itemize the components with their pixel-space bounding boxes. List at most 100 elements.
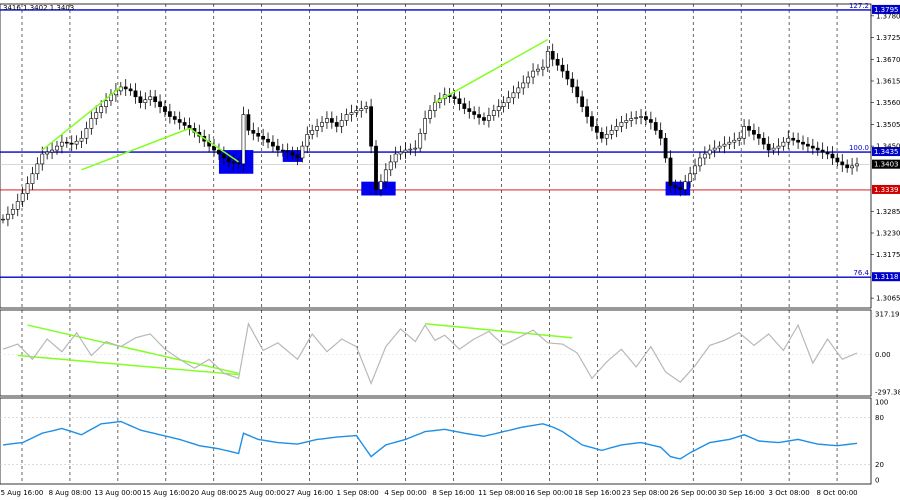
candle-body (334, 122, 339, 127)
level-price-text: 1.3795 (874, 6, 899, 14)
level-ratio-label: 100.0 (849, 144, 869, 152)
candle-body (496, 106, 501, 111)
candle-body (580, 96, 585, 107)
candle-body (663, 137, 668, 159)
candle-body (423, 118, 427, 134)
candle-body (167, 111, 172, 117)
candle-body (678, 187, 683, 190)
candle-body (712, 147, 717, 151)
candle-body (717, 145, 722, 149)
cci-axis-label: -297.386 (875, 389, 900, 397)
candle-body (285, 150, 290, 153)
candle-body (344, 114, 349, 121)
candle-body (398, 151, 403, 155)
candle-body (1, 218, 5, 221)
candle-body (648, 119, 653, 123)
candle-body (452, 96, 457, 100)
candle-body (761, 137, 766, 145)
level-price-text: 1.3339 (874, 186, 899, 194)
price-tick-label: 1.3175 (876, 251, 900, 259)
cci-divergence-line (17, 354, 239, 376)
candle-body (683, 181, 688, 190)
rsi-panel (0, 397, 872, 485)
candle-body (462, 103, 467, 109)
candle-body (79, 137, 84, 142)
candle-body (825, 151, 830, 155)
candle-body (614, 126, 619, 131)
candle-body (624, 120, 629, 123)
time-axis-label: 16 Sep 00:00 (526, 489, 573, 497)
candle-body (668, 157, 673, 186)
candle-body (585, 106, 589, 117)
candle-body (325, 118, 329, 123)
candle-body (69, 142, 74, 145)
candle-body (810, 145, 815, 149)
candle-body (40, 153, 45, 165)
time-axis-label: 11 Sep 08:00 (478, 489, 525, 497)
time-axis-label: 1 Sep 08:00 (336, 489, 378, 497)
candle-body (658, 130, 663, 139)
candle-body (590, 116, 594, 127)
candle-body (619, 122, 624, 127)
rsi-axis-label: 20 (875, 461, 884, 469)
candle-body (536, 68, 540, 72)
candle-body (771, 147, 776, 151)
candle-body (756, 133, 761, 139)
candle-body (182, 122, 187, 126)
candle-body (433, 102, 437, 111)
level-price-tag (872, 184, 900, 194)
candle-body (830, 153, 835, 159)
candle-body (30, 173, 35, 184)
candle-body (226, 157, 231, 163)
time-axis-label: 4 Sep 00:00 (384, 489, 426, 497)
price-levels: 127.2 100.0 76.4 (0, 2, 871, 278)
support-box (361, 181, 396, 196)
candle-body (25, 183, 30, 194)
candle-body (850, 165, 854, 169)
candle-body (354, 110, 359, 113)
candle-body (634, 117, 639, 119)
candle-body (329, 118, 334, 123)
candle-body (540, 66, 545, 70)
candle-body (369, 106, 374, 147)
time-axis-label: 5 Aug 16:00 (1, 489, 44, 497)
candle-body (310, 130, 315, 135)
candle-body (737, 137, 742, 141)
candle-body (428, 110, 432, 119)
level-ratio-label: 76.4 (853, 269, 869, 277)
candle-body (315, 126, 320, 131)
price-panel (0, 3, 872, 309)
rsi-indicator (0, 417, 871, 465)
candle-body (472, 111, 477, 115)
candle-body (629, 118, 634, 121)
time-axis-label: 27 Aug 16:00 (286, 489, 333, 497)
candle-body (74, 140, 79, 145)
candle-body (143, 99, 148, 104)
candle-body (163, 106, 167, 112)
candle-body (467, 108, 472, 112)
rsi-axis-label: 80 (875, 414, 884, 422)
ohlc-readout: 3416 1.3402 1.3403 (3, 4, 74, 12)
time-axis-label: 15 Aug 16:00 (142, 489, 189, 497)
time-axis-label: 20 Aug 08:00 (190, 489, 237, 497)
candle-body (516, 87, 521, 94)
candle-body (383, 169, 388, 182)
candle-body (845, 164, 850, 169)
candle-body (418, 132, 423, 149)
candle-body (693, 165, 697, 175)
candle-body (275, 145, 280, 151)
candle-body (35, 163, 40, 175)
candle-body (477, 114, 481, 118)
candle-body (413, 147, 418, 150)
candle-body (241, 114, 246, 165)
candle-body (491, 110, 496, 116)
candle-body (158, 101, 162, 107)
candle-body (128, 88, 133, 92)
candle-body (55, 145, 59, 151)
level-price-tag (872, 4, 900, 14)
cci-divergence-line (425, 323, 573, 339)
candle-body (221, 153, 226, 159)
candle-body (599, 132, 604, 139)
level-ratio-label: 127.2 (849, 2, 869, 10)
